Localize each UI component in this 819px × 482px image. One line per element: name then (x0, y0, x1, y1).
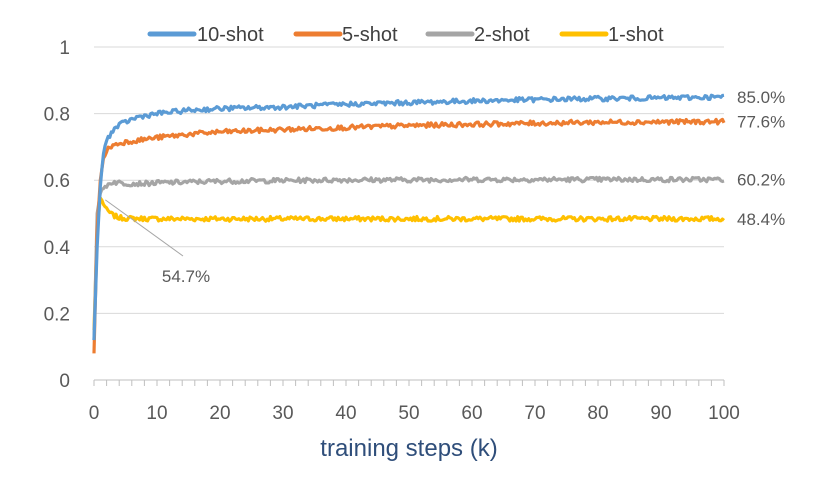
y-tick-label: 1 (59, 38, 70, 59)
axes (93, 379, 725, 386)
legend: 10-shot 5-shot 2-shot 1-shot (147, 24, 664, 46)
legend-label-1-shot: 1-shot (608, 24, 664, 46)
y-tick-label: 0.4 (44, 238, 71, 259)
series-line-10-shot (92, 93, 725, 341)
y-tick-label: 0 (59, 371, 70, 392)
x-tick-label: 0 (89, 403, 100, 424)
y-tick-label: 0.6 (44, 171, 70, 192)
legend-label-2-shot: 2-shot (474, 24, 530, 46)
legend-label-10-shot: 10-shot (197, 24, 264, 46)
annotation-leader-line (105, 199, 184, 257)
x-tick-label: 60 (461, 403, 482, 424)
x-tick-label: 20 (209, 403, 230, 424)
x-tick-label: 80 (587, 403, 608, 424)
series-line-2-shot (92, 175, 725, 341)
end-label-2-shot: 60.2% (737, 171, 785, 190)
end-label-1-shot: 48.4% (737, 210, 785, 229)
y-tick-label: 0.8 (44, 105, 70, 126)
end-label-10-shot: 85.0% (737, 88, 785, 107)
x-tick-label: 30 (272, 403, 293, 424)
x-tick-label: 100 (708, 403, 740, 424)
x-tick-label: 10 (146, 403, 167, 424)
x-tick-label: 70 (524, 403, 545, 424)
y-tick-label: 0.2 (44, 304, 70, 325)
x-tick-label: 90 (650, 403, 671, 424)
x-tick-label: 40 (335, 403, 356, 424)
x-axis-label: training steps (k) (320, 435, 497, 462)
series-line-5-shot (92, 117, 726, 354)
legend-label-5-shot: 5-shot (342, 24, 398, 46)
series-layer (92, 93, 726, 354)
annotation-label: 54.7% (162, 267, 210, 286)
series-line-1-shot (92, 196, 726, 331)
labels: 00.20.40.60.810 10 20 30 40 50 60 70 80 90 100trai… (44, 38, 786, 462)
x-tick-label: 50 (398, 403, 419, 424)
end-label-5-shot: 77.6% (737, 113, 785, 132)
